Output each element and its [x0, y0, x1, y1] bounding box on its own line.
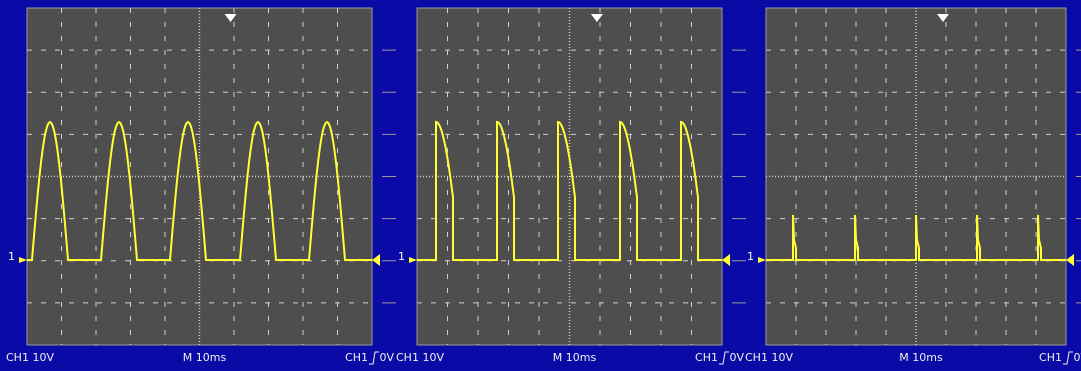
trigger-channel: CH1 — [1039, 351, 1062, 364]
trigger-channel: CH1 — [345, 351, 368, 364]
channel-scale: CH1 10V — [396, 351, 444, 364]
trigger-channel: CH1 — [695, 351, 718, 364]
timebase: M 10ms — [183, 351, 227, 364]
channel-scale: CH1 10V — [745, 351, 793, 364]
timebase: M 10ms — [899, 351, 943, 364]
trigger-level: 0V — [1073, 351, 1081, 364]
trigger-level: 0V — [729, 351, 744, 364]
channel-scale: CH1 10V — [6, 351, 54, 364]
channel-marker: 1 — [8, 250, 15, 263]
oscilloscope-screens: 1 CH1 10V M 10ms 0V CH1 1 CH1 10V M 10ms 0V CH1 1 C… — [0, 0, 1081, 371]
timebase: M 10ms — [553, 351, 597, 364]
channel-marker: 1 — [398, 250, 405, 263]
trigger-level: 0V — [379, 351, 394, 364]
channel-marker: 1 — [747, 250, 754, 263]
